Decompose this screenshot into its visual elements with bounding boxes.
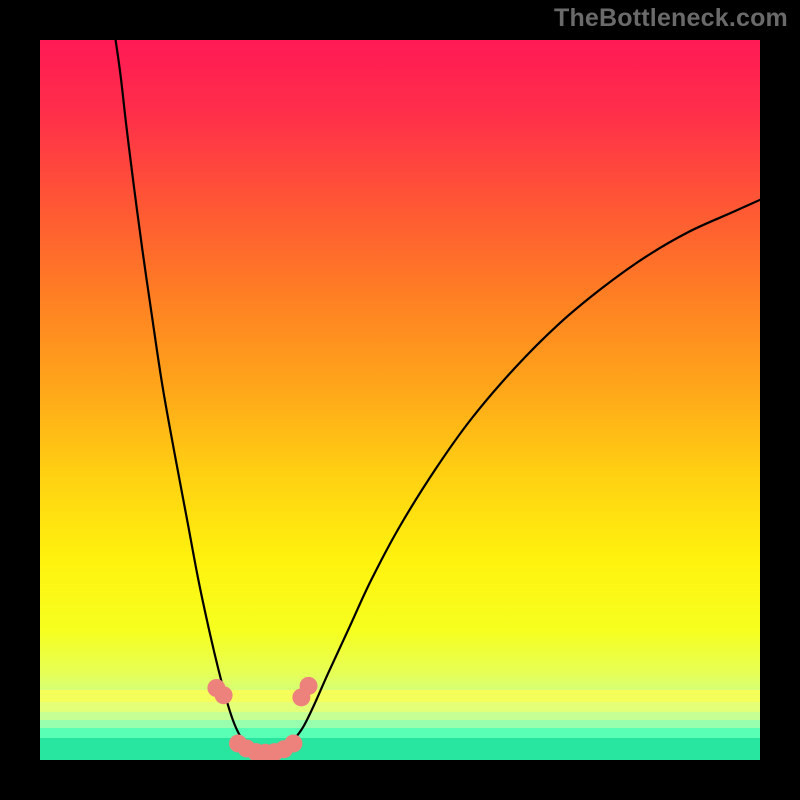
color-band [40,728,760,738]
data-marker [284,734,302,752]
gradient-background [40,40,760,760]
chart-frame: TheBottleneck.com [0,0,800,800]
color-band [40,720,760,728]
watermark-text: TheBottleneck.com [554,4,788,33]
color-band [40,702,760,712]
data-marker [300,677,318,695]
color-band [40,738,760,760]
color-band [40,690,760,702]
bottom-color-bands [40,690,760,760]
bottleneck-chart [0,0,800,800]
color-band [40,712,760,720]
data-marker [215,686,233,704]
